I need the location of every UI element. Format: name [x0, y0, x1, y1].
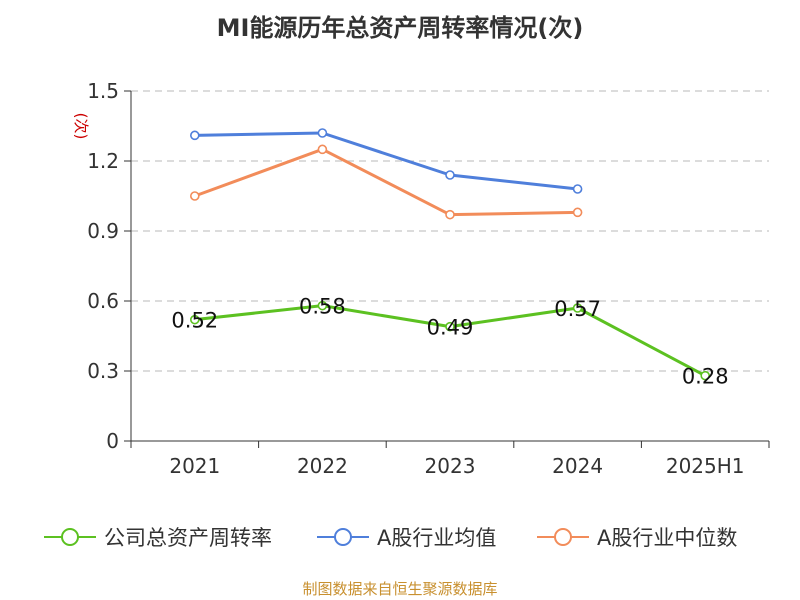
legend-line-icon — [44, 528, 96, 546]
data-point — [317, 300, 328, 311]
data-point — [317, 144, 328, 155]
legend-label: 公司总资产周转率 — [104, 526, 272, 550]
data-label: 0.28 — [682, 365, 729, 389]
legend-label: A股行业均值 — [377, 526, 497, 550]
legend-item-company[interactable]: 公司总资产周转率 — [44, 522, 272, 552]
data-point — [317, 128, 328, 138]
axis-layer: 0 0.3 0.6 0.9 1.2 1.5 2021 2022 2023 2024 2025H1 (次… — [72, 79, 770, 478]
data-label: 0.52 — [171, 309, 218, 333]
x-tick-label: 2024 — [552, 454, 603, 478]
label-layer: 0.52 0.58 0.49 0.57 0.28 — [171, 295, 728, 389]
series-line — [194, 147, 578, 217]
series-line — [194, 131, 578, 191]
legend-item-industry-avg[interactable]: A股行业均值 — [317, 522, 496, 552]
source-footer: 制图数据来自恒生聚源数据库 — [302, 580, 498, 598]
y-tick-label: 0 — [106, 429, 119, 453]
x-tick-label: 2023 — [425, 454, 476, 478]
x-tick-label: 2022 — [297, 454, 348, 478]
legend-label: A股行业中位数 — [597, 526, 738, 550]
y-tick-label: 0.3 — [87, 359, 119, 383]
legend: 公司总资产周转率 A股行业均值 A股行业中位数 — [0, 522, 800, 552]
legend-line-icon — [317, 528, 369, 546]
data-label: 0.49 — [427, 316, 474, 340]
data-point — [445, 321, 455, 332]
data-label: 0.57 — [554, 297, 601, 321]
legend-item-industry-median[interactable]: A股行业中位数 — [537, 522, 737, 552]
data-point — [190, 314, 200, 325]
data-point — [572, 184, 583, 194]
legend-line-icon — [537, 528, 589, 546]
y-tick-label: 0.6 — [87, 289, 119, 313]
x-tick-label: 2025H1 — [666, 454, 745, 478]
data-point — [190, 130, 200, 141]
data-point — [190, 191, 200, 201]
x-tick-label: 2021 — [169, 454, 220, 478]
data-point — [572, 303, 583, 313]
y-tick-label: 1.2 — [87, 149, 119, 173]
y-tick-label: 0.9 — [87, 219, 119, 243]
data-point — [700, 370, 711, 381]
data-point — [445, 209, 455, 220]
grid-layer — [131, 90, 769, 372]
y-axis-label: (次) — [72, 113, 90, 140]
data-point — [572, 207, 583, 218]
data-label: 0.58 — [299, 295, 346, 319]
data-point — [445, 170, 455, 180]
series-layer — [190, 128, 711, 381]
y-tick-label: 1.5 — [87, 79, 119, 103]
chart-title: MI能源历年总资产周转率情况(次) — [216, 14, 584, 42]
